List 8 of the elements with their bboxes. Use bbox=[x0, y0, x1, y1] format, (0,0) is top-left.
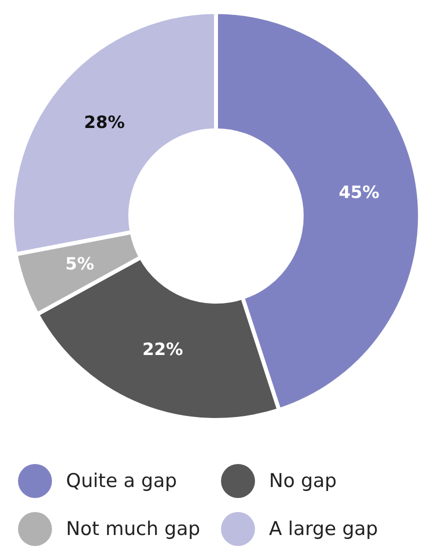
legend-label: A large gap bbox=[269, 518, 378, 540]
legend-label: No gap bbox=[269, 470, 337, 492]
data-label: 5% bbox=[65, 254, 94, 274]
data-label: 22% bbox=[142, 340, 184, 360]
legend-label: Not much gap bbox=[66, 518, 200, 540]
legend-label: Quite a gap bbox=[66, 470, 177, 492]
data-label: 45% bbox=[338, 182, 380, 203]
data-label: 28% bbox=[84, 113, 125, 134]
